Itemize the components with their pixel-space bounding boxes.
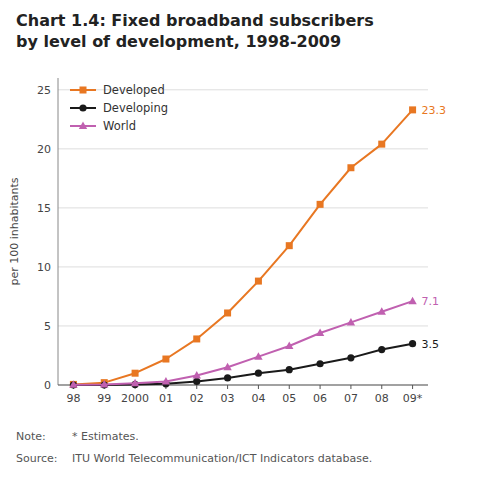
y-tick-label: 15 bbox=[37, 202, 51, 215]
y-tick-label: 0 bbox=[44, 379, 51, 392]
legend-label: Developed bbox=[103, 83, 165, 97]
x-tick bbox=[196, 385, 197, 389]
grid-line bbox=[58, 148, 428, 149]
legend-label: Developing bbox=[103, 101, 168, 115]
end-label: 23.3 bbox=[422, 104, 447, 117]
x-tick bbox=[381, 385, 382, 389]
data-point bbox=[100, 380, 108, 388]
data-point bbox=[316, 329, 324, 337]
data-point bbox=[224, 374, 231, 381]
x-tick bbox=[320, 385, 321, 389]
series-line bbox=[73, 110, 412, 385]
data-point bbox=[254, 352, 262, 360]
end-label: 3.5 bbox=[422, 338, 440, 351]
y-tick-label: 5 bbox=[44, 320, 51, 333]
y-axis-label: per 100 inhabitants bbox=[8, 177, 21, 285]
data-point bbox=[347, 318, 355, 326]
legend-marker bbox=[79, 104, 86, 111]
data-point bbox=[378, 307, 386, 315]
x-tick bbox=[227, 385, 228, 389]
y-tick-label: 25 bbox=[37, 84, 51, 97]
legend-marker bbox=[79, 122, 87, 130]
data-point bbox=[286, 242, 293, 249]
legend-marker bbox=[80, 87, 87, 94]
x-tick-label: 03 bbox=[221, 392, 235, 405]
data-point bbox=[69, 380, 77, 388]
data-point bbox=[317, 201, 324, 208]
chart: Chart 1.4: Fixed broadband subscribers by… bbox=[0, 0, 482, 500]
x-tick bbox=[258, 385, 259, 389]
data-point bbox=[162, 356, 169, 363]
end-label: 7.1 bbox=[422, 295, 440, 308]
x-tick bbox=[412, 385, 413, 389]
data-point bbox=[255, 370, 262, 377]
data-point bbox=[132, 370, 139, 377]
note-label: Note: bbox=[16, 430, 46, 443]
note-text: ITU World Telecommunication/ICT Indicato… bbox=[72, 452, 372, 465]
data-point bbox=[285, 342, 293, 350]
data-point bbox=[193, 378, 200, 385]
legend-label: World bbox=[103, 119, 136, 133]
data-point bbox=[223, 363, 231, 371]
subtitle: by level of development, 1998-2009 bbox=[16, 32, 341, 51]
x-tick-label: 05 bbox=[282, 392, 296, 405]
x-tick-label: 98 bbox=[66, 392, 80, 405]
data-point bbox=[286, 366, 293, 373]
x-tick-label: 09* bbox=[403, 392, 423, 405]
x-tick-label: 2000 bbox=[121, 392, 149, 405]
data-point bbox=[316, 360, 323, 367]
data-point bbox=[378, 141, 385, 148]
grid bbox=[58, 90, 428, 385]
x-tick bbox=[289, 385, 290, 389]
data-point bbox=[131, 379, 139, 387]
x-tick-label: 06 bbox=[313, 392, 327, 405]
data-point bbox=[193, 335, 200, 342]
data-point bbox=[347, 164, 354, 171]
x-tick-label: 99 bbox=[97, 392, 111, 405]
y-axis-line bbox=[58, 78, 59, 385]
data-point bbox=[347, 354, 354, 361]
grid-line bbox=[58, 325, 428, 326]
note-text: * Estimates. bbox=[72, 430, 139, 443]
grid-line bbox=[58, 266, 428, 267]
x-tick-label: 02 bbox=[190, 392, 204, 405]
note-label: Source: bbox=[16, 452, 58, 465]
legend: Developed Developing World bbox=[70, 83, 168, 133]
x-tick-label: 07 bbox=[344, 392, 358, 405]
data-point bbox=[224, 309, 231, 316]
data-point bbox=[378, 346, 385, 353]
y-tick-label: 10 bbox=[37, 261, 51, 274]
x-tick-label: 08 bbox=[375, 392, 389, 405]
data-point bbox=[193, 371, 201, 379]
data-point bbox=[408, 297, 416, 305]
title: Chart 1.4: Fixed broadband subscribers bbox=[16, 11, 374, 30]
series-line bbox=[73, 301, 412, 385]
y-tick-label: 20 bbox=[37, 143, 51, 156]
x-tick-label: 01 bbox=[159, 392, 173, 405]
x-tick bbox=[350, 385, 351, 389]
data-point bbox=[255, 278, 262, 285]
data-point bbox=[409, 340, 416, 347]
series-line bbox=[73, 344, 412, 385]
grid-line bbox=[58, 207, 428, 208]
data-point bbox=[409, 106, 416, 113]
x-tick-label: 04 bbox=[251, 392, 265, 405]
data-layer bbox=[69, 106, 417, 388]
data-point bbox=[162, 377, 170, 385]
